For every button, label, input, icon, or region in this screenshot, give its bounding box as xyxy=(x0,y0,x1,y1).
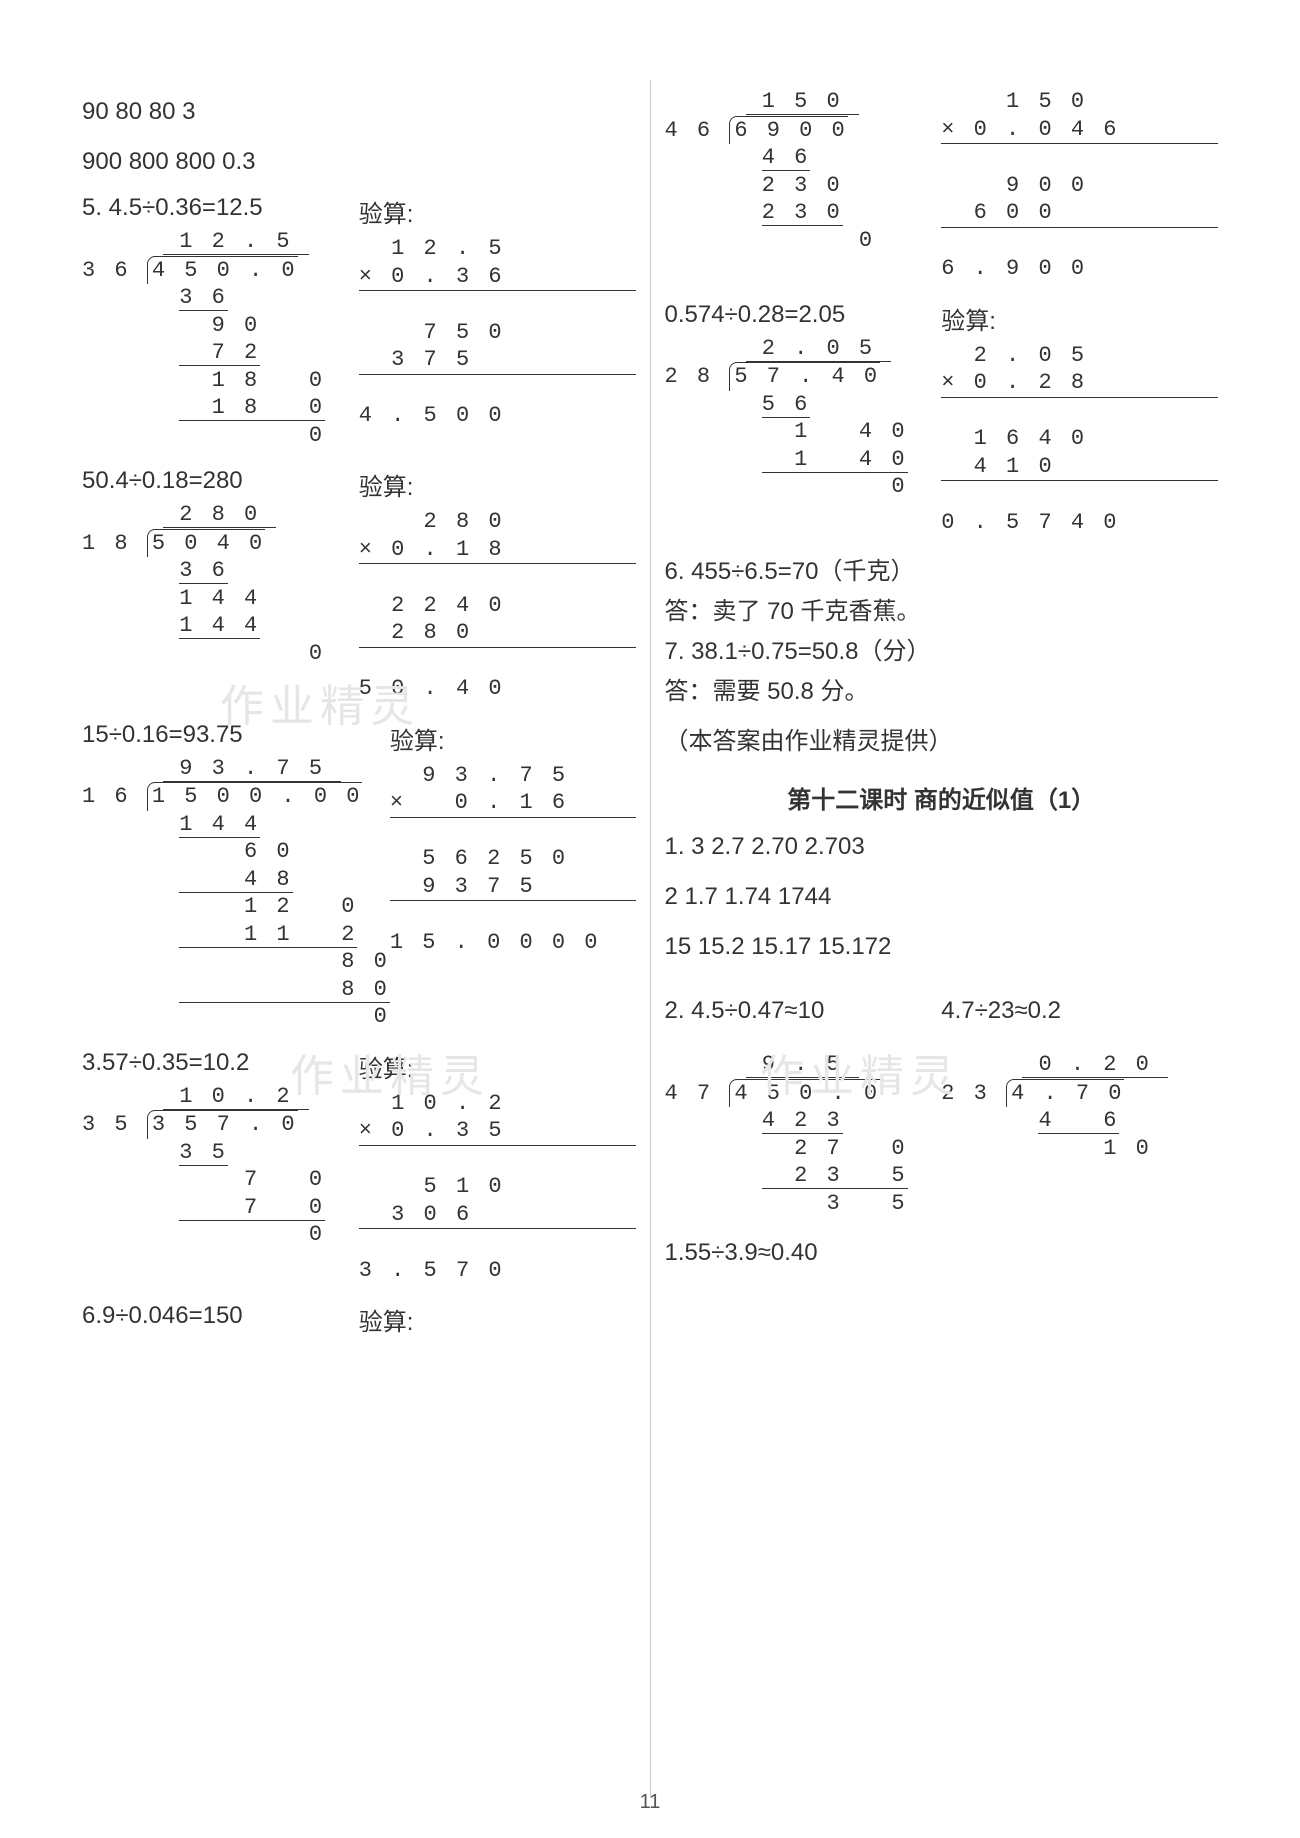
check-label: 验算: xyxy=(941,301,1218,336)
answer-row: 2 1.7 1.74 1744 xyxy=(665,879,1219,915)
problem-block: 50.4÷0.18=280 2 8 0 1 8 5 0 4 0 3 6 1 4 … xyxy=(82,467,636,703)
equation: 3.57÷0.35=10.2 xyxy=(82,1049,359,1077)
multiplication-check: 2 8 0× 0 . 1 8 2 2 4 0 2 8 0 5 0 . 4 0 xyxy=(359,508,636,703)
left-column: 90 80 80 3 900 800 800 0.3 5. 4.5÷0.36=1… xyxy=(68,80,651,1798)
long-division: 1 5 0 4 6 6 9 0 0 4 6 2 3 0 2 3 0 0 xyxy=(665,88,942,254)
q7: 7. 38.1÷0.75=50.8（分） 答：需要 50.8 分。 xyxy=(665,634,1219,710)
equation: 1.55÷3.9≈0.40 xyxy=(665,1235,1219,1271)
answer-text: 答：卖了 70 千克香蕉。 xyxy=(665,594,1219,630)
long-division: 1 2 . 5 3 6 4 5 0 . 0 3 6 9 0 7 2 1 8 0 … xyxy=(82,228,359,449)
long-division: 0 . 2 0 2 3 4 . 7 0 4 6 1 0 xyxy=(941,1051,1218,1162)
q6: 6. 455÷6.5=70（千克） 答：卖了 70 千克香蕉。 xyxy=(665,554,1219,630)
multiplication-check: 1 0 . 2× 0 . 3 5 5 1 0 3 0 6 3 . 5 7 0 xyxy=(359,1090,636,1285)
check-label: 验算: xyxy=(359,194,636,229)
problem-block: 5. 4.5÷0.36=12.5 1 2 . 5 3 6 4 5 0 . 0 3… xyxy=(82,194,636,449)
multiplication-check: 1 5 0× 0 . 0 4 6 9 0 0 6 0 0 6 . 9 0 0 xyxy=(941,88,1218,283)
long-division: 9 3 . 7 5 1 6 1 5 0 0 . 0 0 1 4 4 6 0 4 … xyxy=(82,755,390,1031)
multiplication-check: 2 . 0 5× 0 . 2 8 1 6 4 0 4 1 0 0 . 5 7 4… xyxy=(941,342,1218,537)
check-label: 验算: xyxy=(390,721,636,756)
page-number: 11 xyxy=(640,1791,661,1814)
problem-row: 2. 4.5÷0.47≈10 4.7÷23≈0.2 xyxy=(665,979,1219,1043)
multiplication-check: 9 3 . 7 5× 0 . 1 6 5 6 2 5 0 9 3 7 5 1 5… xyxy=(390,762,636,957)
page: 作业精灵 作业精灵 作业精灵 90 80 80 3 900 800 800 0.… xyxy=(0,0,1300,1838)
problem-block: 15÷0.16=93.75 9 3 . 7 5 1 6 1 5 0 0 . 0 … xyxy=(82,721,636,1031)
check-label: 验算: xyxy=(359,1302,636,1337)
text-row: 90 80 80 3 xyxy=(82,94,636,130)
problem-row: 6.9÷0.046=150 验算: xyxy=(82,1302,636,1343)
long-division: 2 8 0 1 8 5 0 4 0 3 6 1 4 4 1 4 4 0 xyxy=(82,501,359,667)
equation: 0.574÷0.28=2.05 xyxy=(665,301,942,329)
problem-block: 3.57÷0.35=10.2 1 0 . 2 3 5 3 5 7 . 0 3 5… xyxy=(82,1049,636,1285)
long-division: 2 . 0 5 2 8 5 7 . 4 0 5 6 1 4 0 1 4 0 0 xyxy=(665,335,942,501)
problem-block: 0.574÷0.28=2.05 2 . 0 5 2 8 5 7 . 4 0 5 … xyxy=(665,301,1219,537)
check-label: 验算: xyxy=(359,1049,636,1084)
answer-row: 15 15.2 15.17 15.172 xyxy=(665,929,1219,965)
answer-row: 1. 3 2.7 2.70 2.703 xyxy=(665,829,1219,865)
equation: 7. 38.1÷0.75=50.8（分） xyxy=(665,634,1219,670)
text-row: 900 800 800 0.3 xyxy=(82,144,636,180)
right-column: 1 5 0 4 6 6 9 0 0 4 6 2 3 0 2 3 0 0 1 5 … xyxy=(651,80,1233,1798)
equation: 5. 4.5÷0.36=12.5 xyxy=(82,194,359,222)
section-title: 第十二课时 商的近似值（1） xyxy=(665,780,1219,815)
credit-text: （本答案由作业精灵提供） xyxy=(665,724,1219,760)
equation: 4.7÷23≈0.2 xyxy=(941,993,1218,1029)
equation: 15÷0.16=93.75 xyxy=(82,721,390,749)
equation: 6. 455÷6.5=70（千克） xyxy=(665,554,1219,590)
long-division: 1 0 . 2 3 5 3 5 7 . 0 3 5 7 0 7 0 0 xyxy=(82,1083,359,1249)
problem-block: 9 . 5 4 7 4 5 0 . 0 4 2 3 2 7 0 2 3 5 3 … xyxy=(665,1051,1219,1217)
equation: 50.4÷0.18=280 xyxy=(82,467,359,495)
equation: 6.9÷0.046=150 xyxy=(82,1302,359,1337)
long-division: 9 . 5 4 7 4 5 0 . 0 4 2 3 2 7 0 2 3 5 3 … xyxy=(665,1051,942,1217)
answer-text: 答：需要 50.8 分。 xyxy=(665,674,1219,710)
check-label: 验算: xyxy=(359,467,636,502)
problem-block: 1 5 0 4 6 6 9 0 0 4 6 2 3 0 2 3 0 0 1 5 … xyxy=(665,88,1219,283)
multiplication-check: 1 2 . 5× 0 . 3 6 7 5 0 3 7 5 4 . 5 0 0 xyxy=(359,235,636,430)
equation: 2. 4.5÷0.47≈10 xyxy=(665,993,942,1029)
